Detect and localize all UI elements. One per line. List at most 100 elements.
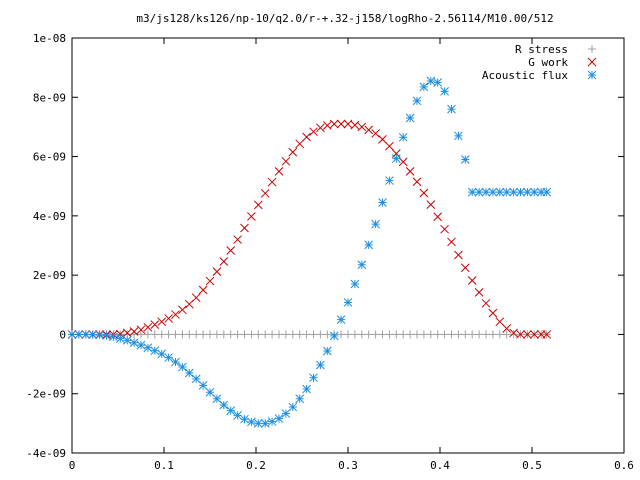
data-point (122, 336, 132, 345)
series-g-work (67, 119, 552, 339)
data-point (226, 330, 235, 339)
data-point (329, 119, 339, 129)
axis-ticks: 0 0.1 0.2 0.3 0.4 0.5 0.6 -4e-09 -2e-09 0 2e-09 4e-… (26, 32, 634, 472)
legend-label: G work (528, 56, 568, 69)
data-point (495, 187, 505, 197)
data-point (212, 267, 222, 276)
data-point (219, 330, 228, 339)
data-point (136, 325, 146, 335)
data-point (460, 155, 470, 164)
data-point (192, 330, 201, 339)
x-tick-label: 0 (69, 459, 76, 472)
data-point (467, 187, 477, 197)
data-point (191, 293, 201, 303)
data-point (267, 417, 277, 426)
y-tick-label: -2e-09 (26, 388, 66, 401)
data-point (426, 200, 436, 209)
data-point (281, 156, 291, 166)
data-point (385, 330, 394, 339)
data-point (337, 330, 346, 339)
data-point (529, 187, 539, 197)
data-point (267, 177, 277, 187)
data-point (412, 177, 422, 187)
data-point (502, 324, 512, 333)
data-point (364, 330, 373, 339)
data-point (268, 330, 277, 339)
data-point (405, 167, 415, 176)
data-point (226, 246, 236, 255)
data-point (454, 330, 463, 339)
series-layer (67, 76, 552, 428)
data-point (447, 330, 456, 339)
data-point (399, 330, 408, 339)
data-point (316, 360, 325, 370)
data-point (247, 330, 256, 339)
data-point (295, 394, 305, 404)
data-point (433, 78, 443, 87)
data-point (433, 330, 442, 339)
y-tick-label: 8e-09 (33, 91, 66, 104)
data-point (482, 330, 490, 339)
data-point (219, 400, 229, 410)
data-point (288, 147, 298, 157)
data-point (164, 314, 173, 323)
data-point (309, 127, 318, 137)
data-point (357, 122, 367, 132)
data-point (412, 96, 422, 106)
data-point (529, 330, 539, 339)
data-point (191, 374, 201, 384)
data-point (171, 330, 180, 339)
y-tick-label: 6e-09 (33, 151, 66, 164)
data-point (481, 187, 491, 197)
data-point (240, 414, 249, 424)
data-point (323, 330, 332, 339)
data-point (109, 332, 118, 342)
legend-marker (587, 70, 597, 80)
data-point (385, 176, 394, 185)
plot-frame (71, 37, 625, 454)
data-point (150, 320, 160, 329)
data-point (474, 287, 484, 297)
data-point (343, 298, 353, 307)
data-point (468, 330, 477, 339)
data-point (509, 330, 518, 339)
data-point (240, 223, 249, 233)
data-point (247, 417, 256, 427)
data-point (171, 310, 180, 319)
data-point (433, 212, 443, 222)
data-point (426, 76, 436, 86)
data-point (275, 330, 283, 339)
y-tick-label: 2e-09 (33, 269, 66, 282)
data-point (254, 330, 263, 339)
data-point (357, 330, 366, 339)
data-point (371, 129, 380, 138)
data-point (350, 279, 360, 289)
data-point (440, 224, 449, 234)
data-point (212, 330, 221, 339)
data-point (509, 187, 518, 197)
data-point (364, 125, 374, 135)
data-point (461, 330, 470, 339)
data-point (447, 237, 456, 247)
data-point (385, 141, 394, 151)
data-point (206, 330, 214, 339)
data-point (157, 330, 166, 339)
data-point (502, 187, 512, 197)
data-point (219, 257, 229, 266)
data-point (240, 330, 249, 339)
data-point (143, 343, 153, 353)
data-point (378, 330, 387, 339)
data-point (516, 187, 525, 197)
data-point (260, 188, 270, 198)
data-point (274, 167, 284, 176)
data-point (350, 120, 360, 130)
legend-label: Acoustic flux (482, 69, 568, 82)
data-point (322, 121, 332, 130)
data-point (447, 104, 456, 114)
data-point (150, 330, 159, 339)
data-point (467, 276, 477, 285)
data-point (398, 157, 408, 167)
data-point (198, 285, 208, 295)
data-point (502, 330, 511, 339)
data-point (157, 349, 167, 359)
